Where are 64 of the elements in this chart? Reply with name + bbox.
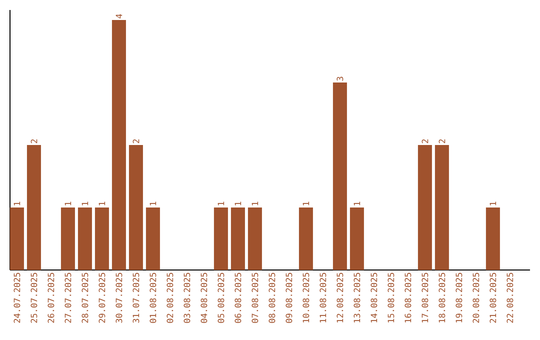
bar	[60, 208, 75, 270]
x-tick-label: 30.07.2025	[116, 272, 122, 323]
data-label: 1	[234, 202, 242, 206]
x-tick-label: 31.07.2025	[132, 272, 140, 323]
bar	[94, 208, 109, 270]
data-label: 1	[354, 202, 360, 206]
x-tick-label: 28.07.2025	[82, 272, 88, 323]
bar	[78, 208, 92, 270]
x-tick-label: 14.08.2025	[370, 272, 378, 322]
x-tick-label: 07.08.2025	[252, 272, 258, 323]
data-label: 1	[252, 202, 258, 206]
x-tick-label: 05.08.2025	[218, 272, 224, 323]
x-tick-label: 22.08.2025	[506, 272, 514, 323]
bar	[418, 145, 432, 270]
data-label: 1	[98, 202, 106, 206]
x-tick-label: 27.07.2025	[64, 272, 72, 323]
data-label: 1	[64, 202, 72, 206]
x-tick-label: 04.08.2025	[200, 272, 208, 323]
bar	[26, 145, 41, 270]
data-label: 1	[150, 202, 156, 206]
x-tick-label: 02.08.2025	[166, 272, 174, 323]
bar	[298, 208, 313, 270]
data-label: 2	[422, 139, 428, 144]
x-tick-label: 15.08.2025	[388, 272, 394, 322]
data-label: 1	[14, 202, 20, 206]
bar	[146, 208, 160, 270]
x-tick-label: 16.08.2025	[404, 272, 412, 322]
data-label: 1	[302, 202, 310, 206]
x-tick-label: 20.08.2025	[472, 272, 480, 323]
x-tick-label: 06.08.2025	[234, 272, 242, 323]
x-tick-label: 10.08.2025	[302, 272, 310, 322]
x-tick-label: 29.07.2025	[98, 272, 106, 323]
data-label: 3	[336, 76, 344, 81]
data-label: 1	[490, 202, 496, 206]
x-tick-label: 13.08.2025	[354, 272, 360, 322]
x-tick-label: 18.08.2025	[438, 272, 446, 322]
x-tick-label: 08.08.2025	[268, 272, 276, 323]
bar	[112, 20, 126, 270]
bar	[128, 145, 143, 270]
bar	[434, 145, 449, 270]
bar	[350, 208, 364, 270]
data-label: 1	[218, 202, 224, 206]
bar	[486, 208, 500, 270]
x-tick-label: 25.07.2025	[30, 272, 38, 323]
bar	[248, 208, 262, 270]
x-tick-label: 01.08.2025	[150, 272, 156, 323]
data-label: 2	[30, 139, 38, 144]
x-tick-label: 17.08.2025	[422, 272, 428, 322]
x-tick-label: 19.08.2025	[456, 272, 462, 322]
x-tick-label: 21.08.2025	[490, 272, 496, 323]
bar	[214, 208, 228, 270]
x-tick-label: 24.07.2025	[14, 272, 20, 323]
data-label: 4	[116, 14, 122, 18]
bar	[10, 208, 24, 270]
x-tick-label: 09.08.2025	[286, 272, 292, 323]
data-label: 2	[438, 139, 446, 144]
bar	[332, 82, 347, 270]
x-tick-label: 26.07.2025	[48, 272, 54, 323]
x-tick-label: 12.08.2025	[336, 272, 344, 322]
x-tick-label: 03.08.2025	[184, 272, 190, 323]
bar	[230, 208, 245, 270]
data-label: 1	[82, 202, 88, 206]
x-tick-label: 11.08.2025	[320, 272, 326, 322]
data-label: 2	[132, 139, 140, 144]
